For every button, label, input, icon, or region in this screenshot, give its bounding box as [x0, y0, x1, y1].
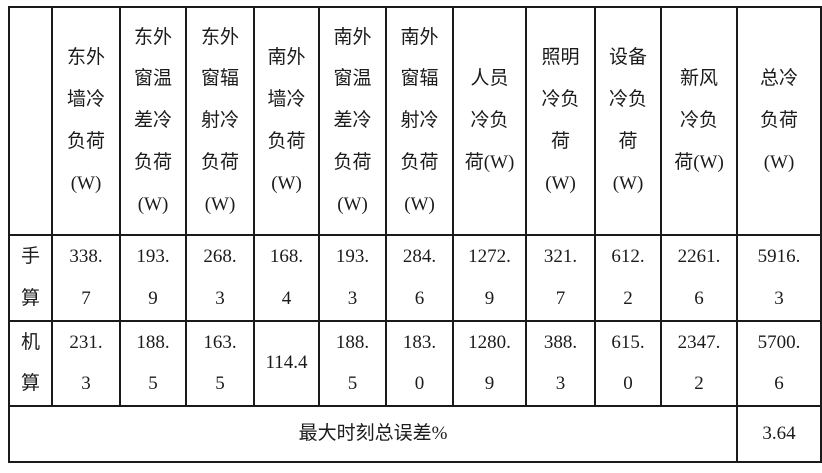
data-cell: 114.4 — [253, 319, 320, 408]
corner-cell — [8, 6, 53, 236]
data-cell: 284. 6 — [385, 234, 454, 322]
col-header-lighting-load: 照明 冷负 荷 (W) — [525, 6, 596, 236]
data-cell: 2347. 2 — [660, 319, 738, 408]
table-row-manual-calc: 手 算 338. 7 193. 9 268. 3 168. 4 193. 3 2… — [8, 234, 822, 322]
row-label-manual-calc: 手 算 — [8, 234, 53, 322]
col-header-east-wall-load: 东外 墙冷 负荷 (W) — [51, 6, 121, 236]
col-header-south-window-temp-diff-load: 南外 窗温 差冷 负荷 (W) — [318, 6, 387, 236]
col-header-east-window-radiation-load: 东外 窗辐 射冷 负荷 (W) — [185, 6, 255, 236]
data-cell: 615. 0 — [594, 319, 662, 408]
data-cell: 193. 3 — [318, 234, 387, 322]
row-label-computer-calc: 机 算 — [8, 319, 53, 408]
col-header-equipment-load: 设备 冷负 荷 (W) — [594, 6, 662, 236]
data-cell: 1280. 9 — [452, 319, 527, 408]
data-cell: 231. 3 — [51, 319, 121, 408]
data-cell: 5916. 3 — [736, 234, 822, 322]
col-header-occupant-load: 人员 冷负 荷(W) — [452, 6, 527, 236]
cooling-load-table: 东外 墙冷 负荷 (W) 东外 窗温 差冷 负荷 (W) 东外 窗辐 射冷 负荷… — [8, 6, 822, 464]
max-error-label: 最大时刻总误差% — [8, 405, 738, 464]
col-header-south-wall-load: 南外 墙冷 负荷 (W) — [253, 6, 320, 236]
data-cell: 5700. 6 — [736, 319, 822, 408]
data-cell: 1272. 9 — [452, 234, 527, 322]
data-cell: 268. 3 — [185, 234, 255, 322]
data-cell: 612. 2 — [594, 234, 662, 322]
data-cell: 338. 7 — [51, 234, 121, 322]
data-cell: 183. 0 — [385, 319, 454, 408]
max-error-value: 3.64 — [736, 405, 822, 464]
data-cell: 2261. 6 — [660, 234, 738, 322]
data-cell: 188. 5 — [119, 319, 187, 408]
data-cell: 163. 5 — [185, 319, 255, 408]
table-header-row: 东外 墙冷 负荷 (W) 东外 窗温 差冷 负荷 (W) 东外 窗辐 射冷 负荷… — [8, 6, 822, 236]
data-cell: 168. 4 — [253, 234, 320, 322]
data-cell: 188. 5 — [318, 319, 387, 408]
col-header-total-load: 总冷 负荷 (W) — [736, 6, 822, 236]
data-cell: 321. 7 — [525, 234, 596, 322]
table-row-computer-calc: 机 算 231. 3 188. 5 163. 5 114.4 188. 5 18… — [8, 319, 822, 408]
col-header-south-window-radiation-load: 南外 窗辐 射冷 负荷 (W) — [385, 6, 454, 236]
data-cell: 388. 3 — [525, 319, 596, 408]
table-row-max-error: 最大时刻总误差% 3.64 — [8, 405, 822, 464]
col-header-east-window-temp-diff-load: 东外 窗温 差冷 负荷 (W) — [119, 6, 187, 236]
col-header-fresh-air-load: 新风 冷负 荷(W) — [660, 6, 738, 236]
data-cell: 193. 9 — [119, 234, 187, 322]
